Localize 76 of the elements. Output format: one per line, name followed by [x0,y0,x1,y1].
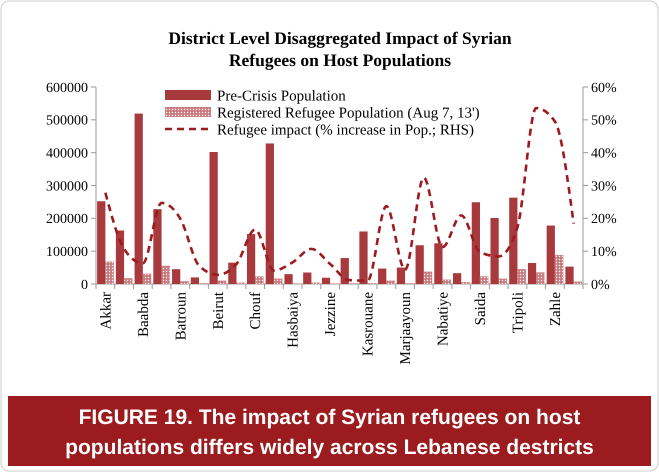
bar [573,282,582,284]
line-series [104,106,575,282]
y2-tick-label: 60% [591,80,617,96]
x-tick-label: Kasrouane [360,292,377,356]
y-tick-label: 100000 [46,245,88,260]
x-tick-label: Chouf [248,292,264,330]
y-tick-label: 300000 [46,179,88,194]
y-tick-label: 600000 [46,80,88,96]
bar [266,143,274,284]
bar [453,273,462,284]
y2-tick-label: 40% [591,146,617,162]
bar [396,268,406,284]
bar [386,280,395,284]
bar [554,254,564,284]
y2-tick-label: 50% [591,114,617,129]
y-tick-label: 500000 [46,114,88,129]
bar [322,278,330,284]
bar [490,218,499,284]
bar [359,231,368,284]
x-tick-label: Marjaayoun [398,292,414,364]
y-tick-label: 400000 [46,146,88,162]
bar [480,276,488,284]
bar [134,114,143,284]
bar [472,202,480,284]
x-tick-label: Batroun [173,292,190,340]
bar [190,277,200,284]
bar [509,198,518,284]
x-tick-label: Beirut [210,291,227,330]
bar [124,278,132,284]
bar [434,243,443,284]
bar [498,278,508,284]
bar [210,152,218,284]
bar [536,272,545,284]
caption: FIGURE 19. The impact of Syrian refugees on host populations differs widely across Lebanese destricts [65,406,594,459]
bar [424,272,432,284]
bar [218,280,226,284]
bar [116,230,124,284]
bar [180,281,189,284]
bar [161,266,170,284]
legend-label: Registered Refugee Population (Aug 7, 13') [217,105,480,122]
y2-tick-label: 10% [591,245,617,260]
bar [442,280,451,284]
bar [246,234,256,284]
x-tick-label: Akkar [98,292,114,330]
bar [303,272,312,284]
bar [172,269,180,284]
bar [546,226,555,284]
x-tick-label: Zahle [548,292,564,326]
bar [517,269,526,284]
x-tick-label: Nabatiye [436,292,452,346]
bar [565,266,574,284]
bar [378,268,386,284]
bar [142,274,152,284]
y2-tick-label: 30% [591,179,617,194]
bar [340,258,349,284]
legend-label: Pre-Crisis Population [217,88,346,104]
x-tick-label: Tripoli [510,292,526,334]
x-tick-label: Baabda [136,292,152,337]
bar [416,245,424,284]
bar [255,276,264,284]
bar [528,262,536,284]
bar [274,278,282,284]
x-tick-label: Saida [472,292,489,326]
chart-title: District Level Disaggregated Impact of Syrian Refugees on Host Populations [168,28,512,70]
bar [153,209,162,284]
x-tick-label: Jezzine [323,292,340,336]
legend-label: Refugee impact (% increase in Pop.; RHS) [217,122,474,138]
bar [97,201,106,284]
y-tick-label: 0 [81,278,88,293]
x-tick-label: Hasbaiya [286,292,302,348]
bar [105,262,114,284]
y2-tick-label: 20% [591,212,617,228]
y2-tick-label: 0% [591,278,610,293]
y-tick-label: 200000 [46,212,88,228]
bar [228,262,236,284]
bar [284,274,293,284]
